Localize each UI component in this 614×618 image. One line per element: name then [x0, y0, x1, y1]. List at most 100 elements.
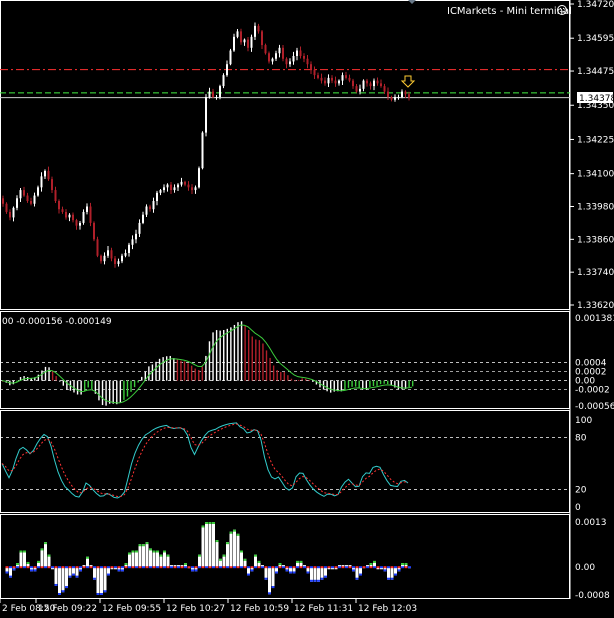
osc-bar-accent	[222, 554, 226, 557]
osc-bar	[37, 560, 40, 568]
osc-bar-accent	[387, 577, 390, 580]
candle-body	[275, 53, 277, 59]
osc-zero-mark	[191, 566, 194, 569]
osc-zero-mark	[250, 566, 254, 569]
osc-bar	[47, 554, 51, 568]
osc-bar	[338, 565, 341, 568]
osc-bar	[145, 542, 149, 568]
macd-bar	[162, 357, 164, 381]
osc-bar	[79, 567, 82, 572]
macd-bar	[198, 370, 200, 381]
candle-body	[128, 244, 130, 254]
candle-body	[135, 233, 137, 240]
macd-bar	[116, 380, 118, 405]
osc-zero-mark	[135, 566, 138, 569]
candle-body	[212, 91, 214, 98]
candle-body	[184, 181, 186, 185]
candle-body	[306, 58, 309, 65]
osc-bar-accent	[138, 544, 142, 547]
osc-bar	[355, 567, 359, 580]
osc-bar	[383, 567, 387, 572]
osc-zero-mark	[159, 566, 163, 569]
macd-bar	[30, 378, 32, 381]
osc-bar-accent	[19, 550, 23, 553]
osc-zero-mark	[296, 566, 299, 569]
window-title: ICMarkets - Mini terminal	[447, 6, 572, 17]
osc-zero-mark	[226, 566, 229, 569]
osc-zero-mark	[37, 566, 40, 569]
osc-bar-accent	[324, 575, 327, 578]
osc-bar	[51, 567, 54, 570]
smiley-icon	[557, 5, 567, 15]
candle-body	[103, 255, 106, 262]
osc-bar	[222, 554, 226, 568]
osc-bar-accent	[247, 573, 250, 576]
osc-zero-mark	[359, 566, 362, 569]
osc-zero-mark	[96, 566, 100, 569]
osc-bar-accent	[275, 571, 278, 574]
osc-zero-mark	[163, 566, 166, 569]
osc-bar-accent	[100, 593, 103, 595]
macd-bar	[48, 367, 50, 381]
price-axis-label: 1.34475	[577, 67, 614, 77]
time-axis-label: 2 Feb 08:50	[2, 604, 56, 614]
osc-bar	[16, 563, 19, 568]
macd-bar	[362, 380, 364, 390]
osc-bar	[212, 522, 215, 568]
macd-bar	[73, 380, 75, 393]
shift-marker-icon[interactable]	[408, 0, 416, 4]
macd-bar	[16, 380, 18, 382]
osc-zero-mark	[355, 566, 359, 569]
osc-bar	[5, 567, 9, 574]
candle-body	[205, 97, 207, 133]
macd-bar	[294, 380, 296, 382]
osc-zero-mark	[40, 566, 44, 569]
candle-body	[82, 211, 85, 223]
candle-body	[397, 97, 400, 99]
osc-bar-accent	[65, 586, 68, 589]
macd-axis-label: 0.00	[575, 377, 595, 387]
macd-signal-line	[1, 324, 413, 404]
candle-body	[369, 83, 372, 87]
osc-zero-mark	[156, 566, 159, 569]
macd-axis-label: 0.001381	[575, 314, 614, 324]
osc-bar	[324, 567, 327, 578]
stoch-axis-label: 80	[575, 433, 587, 443]
oscillator-bars	[5, 522, 411, 595]
macd-bar	[91, 380, 93, 389]
osc-bar-accent	[359, 573, 362, 576]
macd-bar	[308, 379, 310, 381]
time-axis-label: 12 Feb 11:31	[294, 604, 353, 614]
macd-axis-label: -0.0002	[575, 386, 610, 396]
osc-zero-mark	[390, 566, 394, 569]
osc-zero-mark	[5, 566, 9, 569]
macd-bar	[354, 380, 357, 387]
candle-body	[292, 55, 295, 62]
candle-body	[26, 195, 29, 202]
osc-bar	[236, 533, 240, 568]
osc-zero-mark	[33, 566, 37, 569]
osc-bar	[184, 563, 187, 568]
osc-bar	[299, 560, 303, 568]
osc-bar	[404, 563, 408, 568]
candle-body	[89, 206, 92, 223]
macd-bar	[108, 380, 111, 404]
candle-body	[408, 94, 410, 98]
osc-bar	[177, 565, 180, 568]
candle-body	[173, 187, 176, 191]
macd-histogram	[2, 321, 414, 406]
candle-body	[394, 97, 396, 100]
osc-bar	[390, 567, 394, 580]
osc-zero-mark	[278, 566, 282, 569]
osc-bar	[30, 567, 33, 572]
osc-bar-accent	[397, 569, 401, 572]
osc-zero-mark	[93, 566, 96, 569]
osc-zero-mark	[145, 566, 149, 569]
osc-bar	[247, 567, 250, 576]
macd-bar	[329, 380, 332, 393]
candle-body	[362, 80, 365, 89]
candle-body	[75, 220, 78, 226]
osc-zero-mark	[208, 566, 212, 569]
osc-bar-accent	[383, 569, 387, 572]
